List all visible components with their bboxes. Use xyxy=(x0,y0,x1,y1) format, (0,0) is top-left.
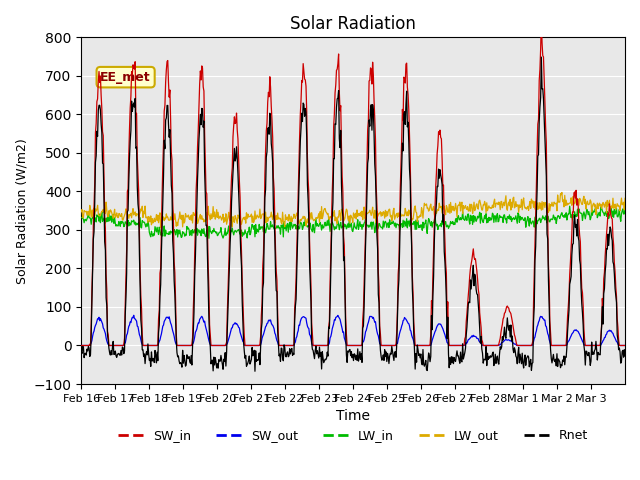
Text: EE_met: EE_met xyxy=(100,71,151,84)
Legend: SW_in, SW_out, LW_in, LW_out, Rnet: SW_in, SW_out, LW_in, LW_out, Rnet xyxy=(113,424,593,447)
X-axis label: Time: Time xyxy=(336,409,370,423)
Title: Solar Radiation: Solar Radiation xyxy=(290,15,416,33)
Y-axis label: Solar Radiation (W/m2): Solar Radiation (W/m2) xyxy=(15,138,28,284)
